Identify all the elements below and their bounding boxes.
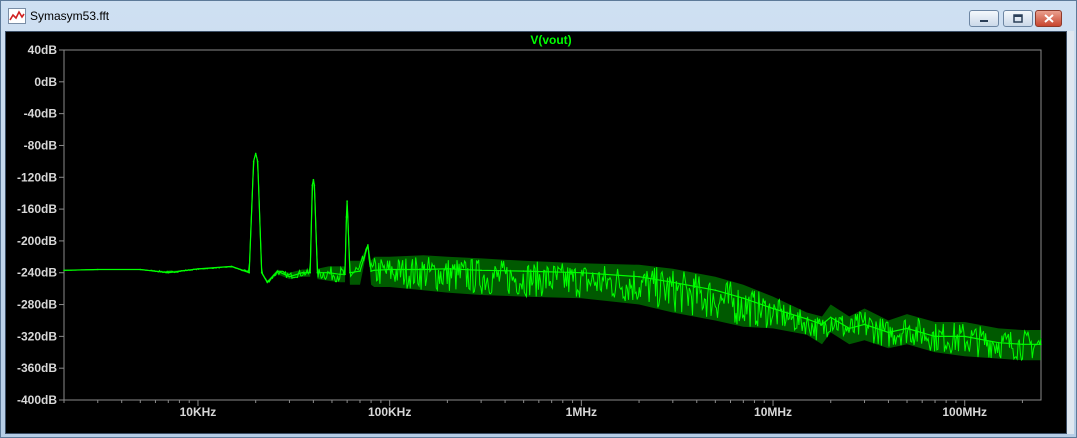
data-point	[906, 327, 908, 330]
data-point	[887, 331, 890, 334]
data-point	[197, 268, 199, 270]
y-tick-label: -120dB	[17, 170, 57, 184]
data-point	[276, 270, 279, 272]
x-tick-label: 10MHz	[754, 405, 792, 419]
data-point	[167, 271, 170, 274]
data-point	[772, 307, 774, 310]
y-tick-label: -280dB	[17, 298, 57, 312]
y-tick-label: -400dB	[17, 393, 57, 407]
data-point	[963, 335, 966, 338]
data-point	[446, 268, 449, 270]
fft-chart[interactable]: V(vout) 40dB 0dB -40dB -80dB -120dB -160dB -20…	[6, 32, 1066, 433]
y-tick-label: -320dB	[17, 329, 57, 343]
data-point	[480, 269, 482, 272]
y-tick-label: -40dB	[24, 107, 58, 121]
plot-frame	[63, 49, 1042, 401]
data-point	[934, 335, 936, 338]
vertical-scrollbar[interactable]	[1067, 31, 1074, 434]
y-tick-label: -240dB	[17, 266, 57, 280]
x-tick-label: 100KHz	[368, 405, 411, 419]
window-title: Symasym53.fft	[30, 9, 110, 23]
y-tick-label: -360dB	[17, 361, 57, 375]
y-tick-label: -200dB	[17, 234, 57, 248]
data-point	[806, 318, 808, 320]
data-point	[260, 271, 263, 274]
data-point	[347, 216, 349, 218]
data-point	[309, 271, 312, 274]
data-point	[311, 184, 314, 186]
data-point	[638, 275, 640, 278]
data-point	[339, 273, 341, 276]
data-point	[344, 273, 346, 276]
series-v-vout	[63, 152, 1042, 362]
data-point	[301, 271, 304, 274]
minimize-icon	[980, 19, 988, 22]
series-noise-band	[64, 153, 1041, 361]
data-point	[370, 270, 372, 272]
close-icon	[1043, 14, 1054, 23]
data-point	[1040, 343, 1042, 346]
y-tick-label: -160dB	[17, 202, 57, 216]
data-point	[359, 270, 361, 272]
maximize-icon	[1013, 14, 1023, 23]
data-point	[316, 271, 319, 274]
data-point	[349, 271, 351, 274]
data-point	[422, 268, 425, 271]
data-point	[388, 268, 391, 271]
data-point	[266, 281, 269, 284]
data-point	[522, 270, 525, 272]
data-point	[288, 275, 291, 278]
minimize-button[interactable]	[969, 10, 999, 27]
data-point	[580, 271, 583, 274]
data-point	[714, 289, 717, 292]
data-point	[327, 271, 330, 274]
maximize-button[interactable]	[1003, 10, 1033, 27]
data-point	[139, 268, 142, 271]
x-tick-label: 10KHz	[180, 405, 217, 419]
y-tick-label: 40dB	[28, 43, 58, 57]
data-point	[821, 323, 823, 326]
data-point	[230, 265, 233, 268]
x-tick-label: 1MHz	[566, 405, 597, 419]
data-point	[312, 178, 315, 181]
data-point	[248, 271, 250, 274]
data-point	[672, 281, 674, 284]
data-point	[863, 323, 866, 326]
data-point	[97, 268, 99, 271]
plot-pane[interactable]: V(vout) 40dB 0dB -40dB -80dB -120dB -160dB -20…	[5, 31, 1067, 434]
y-tick-label: -80dB	[24, 138, 58, 152]
data-point	[848, 327, 851, 330]
data-point	[63, 269, 65, 272]
waveform-icon	[8, 8, 26, 24]
data-point	[252, 160, 255, 163]
data-point	[1021, 343, 1024, 346]
data-point	[256, 160, 259, 163]
data-point	[997, 341, 1000, 344]
chart-title: V(vout)	[530, 33, 571, 47]
series-line	[63, 153, 1041, 345]
x-tick-label: 100MHz	[942, 405, 987, 419]
data-point	[373, 269, 376, 272]
data-point	[313, 184, 316, 186]
data-point	[254, 152, 257, 155]
data-point	[367, 244, 369, 246]
data-point	[346, 200, 348, 202]
data-point	[742, 297, 745, 300]
data-point	[345, 216, 348, 218]
data-point	[829, 316, 832, 319]
close-button[interactable]	[1035, 10, 1062, 27]
title-bar[interactable]: Symasym53.fft	[1, 1, 1076, 31]
y-tick-label: 0dB	[34, 75, 57, 89]
